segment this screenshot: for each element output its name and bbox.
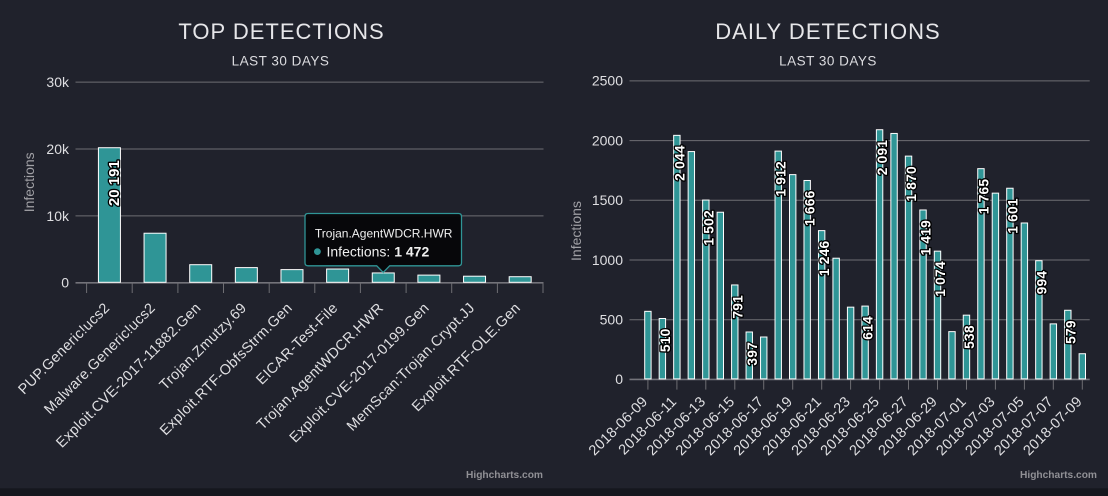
- svg-text:1500: 1500: [592, 192, 623, 208]
- svg-text:Infections: Infections: [568, 201, 584, 261]
- svg-text:TOP DETECTIONS: TOP DETECTIONS: [178, 19, 384, 44]
- svg-text:1 419: 1 419: [919, 220, 934, 256]
- svg-text:1 502: 1 502: [701, 210, 716, 246]
- svg-text:10k: 10k: [46, 208, 70, 224]
- svg-text:1 765: 1 765: [976, 179, 991, 215]
- svg-text:397: 397: [745, 342, 760, 366]
- svg-text:500: 500: [600, 312, 624, 328]
- svg-text:614: 614: [861, 316, 876, 340]
- svg-text:1 666: 1 666: [803, 190, 818, 226]
- svg-text:579: 579: [1063, 320, 1078, 344]
- svg-text:1000: 1000: [592, 252, 623, 268]
- svg-text:994: 994: [1034, 271, 1049, 295]
- svg-text:DAILY DETECTIONS: DAILY DETECTIONS: [715, 19, 940, 44]
- svg-text:2 044: 2 044: [672, 145, 687, 181]
- svg-text:510: 510: [658, 328, 673, 352]
- svg-text:1 870: 1 870: [904, 166, 919, 202]
- svg-text:LAST 30 DAYS: LAST 30 DAYS: [779, 54, 877, 69]
- svg-text:791: 791: [730, 295, 745, 319]
- svg-text:Infections: Infections: [21, 152, 37, 212]
- svg-text:2000: 2000: [592, 132, 623, 148]
- svg-text:1 601: 1 601: [1005, 198, 1020, 234]
- svg-text:0: 0: [61, 275, 69, 291]
- svg-text:2500: 2500: [592, 73, 623, 89]
- svg-text:20k: 20k: [46, 141, 70, 157]
- svg-text:Highcharts.com: Highcharts.com: [466, 470, 543, 481]
- svg-text:0: 0: [615, 371, 623, 387]
- svg-text:20 191: 20 191: [106, 160, 123, 206]
- svg-text:1 246: 1 246: [817, 240, 832, 276]
- svg-text:1 912: 1 912: [774, 161, 789, 197]
- svg-text:538: 538: [962, 325, 977, 349]
- svg-text:1 074: 1 074: [933, 261, 948, 297]
- svg-text:Trojan.AgentWDCR.HWR: Trojan.AgentWDCR.HWR: [315, 226, 453, 240]
- svg-text:30k: 30k: [46, 74, 70, 90]
- svg-text:Infections: 1 472: Infections: 1 472: [327, 243, 430, 259]
- svg-text:LAST 30 DAYS: LAST 30 DAYS: [232, 54, 330, 69]
- svg-text:2 091: 2 091: [875, 140, 890, 176]
- svg-text:Highcharts.com: Highcharts.com: [1020, 470, 1097, 481]
